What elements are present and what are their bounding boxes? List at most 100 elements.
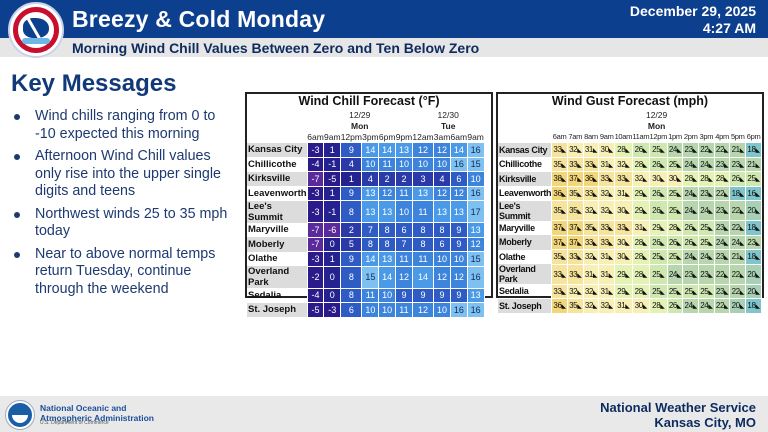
gust-value: 30 <box>617 252 626 262</box>
wind-direction-arrow-icon: ◣ <box>577 191 582 198</box>
wind-direction-arrow-icon: ◣ <box>577 289 582 296</box>
wind-chill-value: 12 <box>433 265 451 289</box>
wind-chill-value: 8 <box>378 236 397 252</box>
gust-value: 29 <box>634 188 644 198</box>
gust-value: 35 <box>569 188 578 198</box>
gust-value: 22 <box>731 286 741 296</box>
wind-chill-value: 11 <box>378 156 397 172</box>
wind-gust-value: 28◣ <box>631 156 651 172</box>
wind-direction-arrow-icon: ◣ <box>708 272 713 279</box>
gust-value: 26 <box>684 223 694 233</box>
wind-direction-arrow-icon: ◣ <box>724 272 729 279</box>
wind-chill-value: 10 <box>433 156 451 172</box>
wind-gust-value: 26◣ <box>649 234 668 250</box>
gust-value: 24 <box>715 237 725 247</box>
wind-direction-arrow-icon: ◣ <box>577 209 582 215</box>
gust-value: 18 <box>747 301 756 311</box>
wind-chill-value: 12 <box>466 236 485 252</box>
nws-office-line1: National Weather Service <box>600 400 756 415</box>
wind-gust-value: 25◣ <box>666 156 684 172</box>
wind-direction-arrow-icon: ◣ <box>724 289 729 296</box>
wind-gust-value: 35◣ <box>566 200 584 221</box>
gust-value: 30 <box>634 301 644 311</box>
wind-gust-value: 22◣ <box>729 263 747 285</box>
wind-direction-arrow-icon: ◣ <box>608 191 614 198</box>
gust-value: 31 <box>600 269 610 279</box>
wind-chill-value: 10 <box>378 287 397 303</box>
wind-direction-arrow-icon: ◣ <box>755 272 761 279</box>
wind-chill-value: 9 <box>449 222 468 238</box>
gust-value: 33 <box>553 286 562 296</box>
wind-gust-value: 33◣ <box>551 142 568 158</box>
wind-direction-arrow-icon: ◣ <box>724 240 729 247</box>
wind-direction-arrow-icon: ◣ <box>642 209 648 215</box>
gust-value: 28 <box>700 174 709 184</box>
wind-chill-value: -7 <box>306 222 325 238</box>
wind-gust-value: 18◣ <box>745 298 762 314</box>
wind-chill-value: 14 <box>411 265 435 289</box>
gust-value: 31 <box>600 159 610 169</box>
wind-chill-value: 16 <box>466 302 485 318</box>
wind-direction-arrow-icon: ◣ <box>577 255 582 262</box>
wind-gust-value: 22◣ <box>729 283 747 299</box>
wind-direction-arrow-icon: ◣ <box>625 255 630 262</box>
wind-direction-arrow-icon: ◣ <box>676 177 682 184</box>
wind-chill-value: 1 <box>323 185 342 201</box>
wind-chill-value: 15 <box>466 251 485 267</box>
gust-value: 25 <box>668 252 678 262</box>
date-header-row: 12/29 12/30 <box>247 109 484 120</box>
wind-gust-value: 20◣ <box>745 200 762 221</box>
wind-direction-arrow-icon: ◣ <box>676 191 682 198</box>
wind-direction-arrow-icon: ◣ <box>724 162 729 169</box>
wind-chill-value: 7 <box>395 236 413 252</box>
gust-value: 32 <box>584 252 594 262</box>
wind-direction-arrow-icon: ◣ <box>692 226 698 233</box>
gust-value: 26 <box>652 237 661 247</box>
logo-water <box>22 38 50 44</box>
gust-value: 25 <box>668 159 678 169</box>
wind-gust-value: 30◣ <box>598 142 616 158</box>
wind-direction-arrow-icon: ◣ <box>592 304 598 311</box>
wind-direction-arrow-icon: ◣ <box>660 272 665 279</box>
gust-value: 33 <box>553 145 562 155</box>
wind-gust-value: 35◣ <box>566 185 584 201</box>
wind-direction-arrow-icon: ◣ <box>692 272 698 279</box>
wind-gust-value: 33◣ <box>566 263 584 285</box>
wind-direction-arrow-icon: ◣ <box>708 209 713 215</box>
wind-chill-value: -3 <box>306 142 325 158</box>
wind-direction-arrow-icon: ◣ <box>592 226 598 233</box>
wind-chill-value: 16 <box>449 302 468 318</box>
wind-direction-arrow-icon: ◣ <box>708 304 713 311</box>
wind-direction-arrow-icon: ◣ <box>755 148 761 155</box>
wind-direction-arrow-icon: ◣ <box>561 240 567 247</box>
wind-chill-value: 12 <box>395 265 413 289</box>
wind-direction-arrow-icon: ◣ <box>660 255 665 262</box>
gust-value: 22 <box>715 188 725 198</box>
gust-value: 25 <box>652 145 661 155</box>
wind-gust-value: 32◣ <box>598 185 616 201</box>
wind-gust-value: 28◣ <box>698 171 715 187</box>
corner-cell <box>498 120 552 131</box>
wind-chill-value: 10 <box>449 251 468 267</box>
gust-value: 26 <box>731 174 741 184</box>
wind-gust-value: 33◣ <box>566 249 584 265</box>
time-header: 9am <box>599 132 614 141</box>
wind-gust-value: 23◣ <box>713 200 731 221</box>
wind-gust-value: 33◣ <box>598 171 616 187</box>
wind-chill-value: 0 <box>323 265 342 289</box>
wind-gust-value: 26◣ <box>682 220 700 236</box>
gust-value: 26 <box>652 188 661 198</box>
location-label: Moberly <box>247 237 308 252</box>
wind-direction-arrow-icon: ◣ <box>592 177 598 184</box>
wind-direction-arrow-icon: ◣ <box>561 209 567 215</box>
wind-chill-value: 8 <box>411 236 435 252</box>
table-row: Lee's Summit 35◣ 35◣ 32◣ 32◣ 30◣ 29◣ 26◣ 25◣ 24◣ 2… <box>498 200 762 221</box>
wind-direction-arrow-icon: ◣ <box>708 255 713 262</box>
wind-gust-value: 26◣ <box>631 142 651 158</box>
wind-direction-arrow-icon: ◣ <box>561 272 567 279</box>
time-header: 4pm <box>715 132 729 141</box>
gust-value: 25 <box>652 286 661 296</box>
wind-direction-arrow-icon: ◣ <box>642 240 648 247</box>
wind-gust-value: 28◣ <box>631 234 651 250</box>
location-label: Sedalia <box>499 286 529 297</box>
